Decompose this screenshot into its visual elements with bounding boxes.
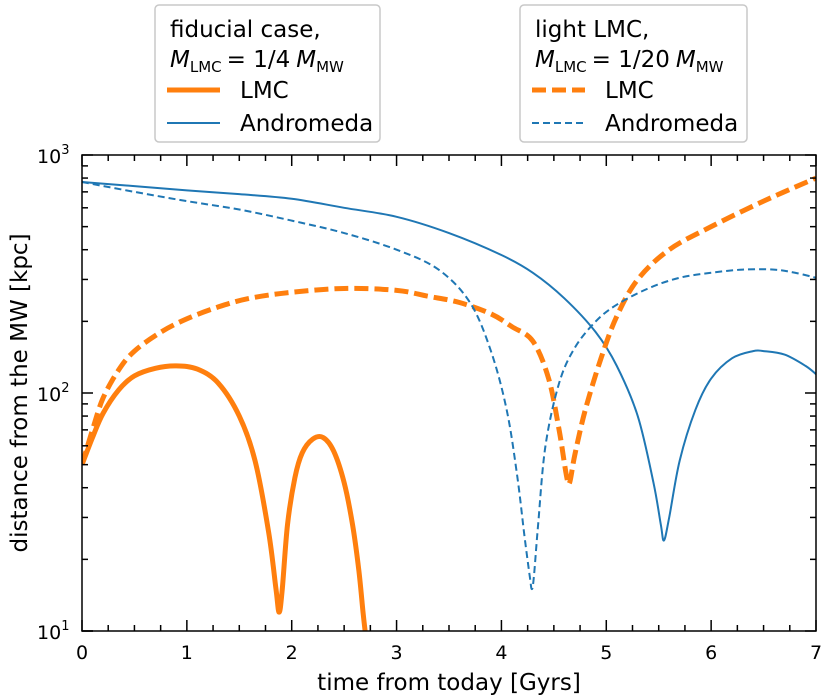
- legend-fiducial: fiducial case, MLMC = 1/4 MMW LMC Andromed…: [154, 4, 381, 143]
- y-tick-label-10: 101: [37, 619, 69, 644]
- legend-light: light LMC, MLMC = 1/20 MMW LMC Andromeda: [519, 4, 748, 143]
- ticks-layer: [81, 154, 817, 632]
- legend-box: [154, 4, 381, 143]
- series-line-fid-lmc: [82, 363, 368, 631]
- x-tick-label: 6: [705, 642, 717, 664]
- legend-title-line2: MLMC = 1/4 MMW: [170, 47, 344, 76]
- y-axis-label: distance from the MW [kpc]: [7, 233, 33, 552]
- x-tick-label: 4: [495, 642, 507, 664]
- x-tick-label: 1: [181, 642, 193, 664]
- legend-label-light-lmc: LMC: [605, 78, 654, 104]
- legend-label-light-andromeda: Andromeda: [605, 111, 738, 137]
- legend-box: [519, 4, 748, 143]
- x-axis-label: time from today [Gyrs]: [317, 670, 581, 696]
- y-tick-label-1000: 103: [37, 143, 69, 168]
- x-tick-labels: 0 1 2 3 4 5 6 7: [76, 642, 822, 664]
- legend-title-line1: fiducial case,: [170, 17, 321, 43]
- x-tick-label: 7: [810, 642, 822, 664]
- legend-label-fid-lmc: LMC: [240, 78, 289, 104]
- legend-title-line2: MLMC = 1/20 MMW: [535, 47, 724, 76]
- series-line-light-andromeda: [82, 181, 816, 591]
- series-line-light-lmc: [82, 175, 816, 487]
- y-tick-labels: 103 102 101: [37, 143, 69, 644]
- plot-frame: [81, 154, 817, 632]
- y-tick-label-100: 102: [37, 381, 69, 406]
- series-layer: [82, 175, 816, 631]
- series-line-fid-andromeda: [82, 181, 816, 542]
- legend-label-fid-andromeda: Andromeda: [240, 111, 373, 137]
- legend-title-line1: light LMC,: [535, 17, 649, 43]
- x-tick-label: 3: [391, 642, 403, 664]
- x-tick-label: 0: [76, 642, 88, 664]
- x-tick-label: 2: [286, 642, 298, 664]
- x-tick-label: 5: [600, 642, 612, 664]
